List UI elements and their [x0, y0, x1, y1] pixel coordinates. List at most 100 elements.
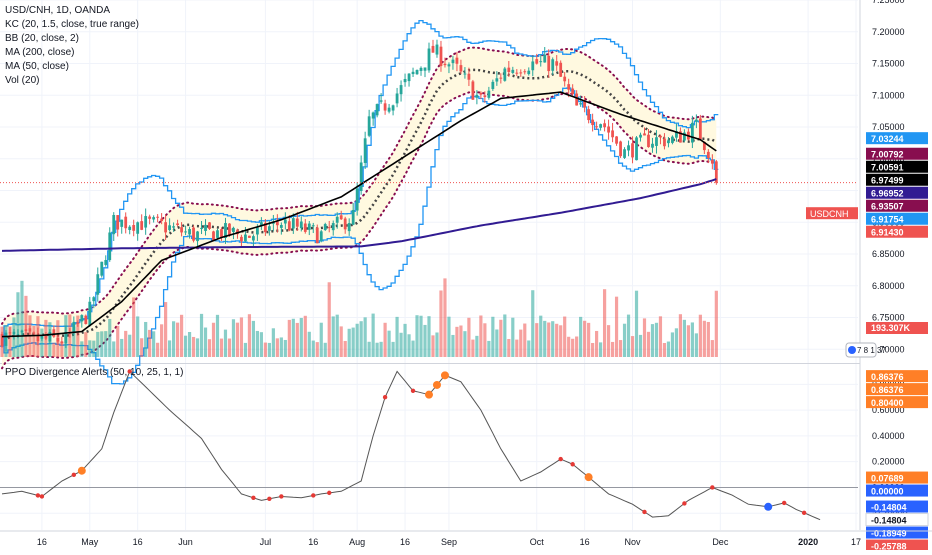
volume-bar [531, 290, 535, 357]
indicator-ma50[interactable]: MA (50, close) [5, 61, 69, 72]
candle-body [603, 123, 606, 128]
volume-bar [591, 342, 595, 357]
indicator-vol[interactable]: Vol (20) [5, 75, 39, 86]
volume-bar [363, 317, 367, 357]
volume-bar [610, 341, 615, 357]
candle-body [706, 151, 710, 159]
price-label-box [866, 132, 928, 145]
ppo-label-box [866, 500, 928, 513]
moving-averages [0, 91, 858, 338]
volume-bar [347, 328, 351, 357]
candle-body [627, 145, 630, 151]
price-label: 6.97499 [871, 176, 904, 186]
candle-body [244, 234, 247, 242]
volume-bar [622, 323, 627, 357]
indicator-ma200[interactable]: MA (200, close) [5, 47, 74, 58]
divergence-dot [127, 369, 132, 374]
candle-body [28, 328, 32, 332]
volume-bar [371, 313, 375, 357]
candle-body [407, 73, 411, 82]
candle-body [563, 76, 567, 82]
divergence-dot [410, 388, 416, 393]
divergence-dot [71, 472, 77, 478]
candle-body [232, 227, 235, 233]
volume-bar [307, 331, 311, 357]
candle-body [240, 236, 243, 242]
candle-body [327, 227, 331, 229]
volume-bar [547, 322, 551, 357]
candle-body [643, 133, 646, 136]
ppo-label: -0.18949 [871, 529, 907, 539]
candle-body [491, 81, 495, 89]
volume-bar [479, 315, 483, 357]
time-tick-label: Oct [530, 537, 545, 547]
volume-label: 193.307K [871, 323, 911, 333]
candle-body [371, 112, 375, 119]
time-axis[interactable]: 16 May 16 Jun Jul 16 Aug 16 Sep Oct 16 Nov Dec 2020 17 [0, 530, 932, 547]
volume-bar [247, 314, 252, 357]
ppo-label-box [866, 526, 928, 539]
volume-bar [96, 331, 100, 357]
bb-upper [0, 19, 719, 347]
divergence-dot [682, 501, 687, 506]
price-label: 7.03244 [871, 134, 904, 144]
volume-bar [475, 335, 479, 357]
volume-bar [223, 329, 228, 357]
volume-bar [251, 320, 256, 357]
volume-bar [710, 340, 714, 357]
candle-body [144, 216, 148, 228]
candle-body [463, 73, 467, 75]
volume-bar [387, 330, 391, 357]
volume-bar [575, 336, 579, 357]
divergence-dot [279, 494, 284, 499]
bb-lower [0, 87, 719, 385]
volume-bar [156, 342, 160, 357]
time-tick-label: Jun [178, 537, 193, 547]
scale-badge[interactable]: 7 8 1 37 [845, 342, 886, 358]
volume-bar [626, 314, 631, 357]
price-label-box [866, 199, 928, 212]
volume-bar [171, 321, 176, 357]
candle-body [619, 141, 622, 157]
candle-body [347, 223, 351, 232]
candle-body [24, 329, 28, 331]
candle-body [291, 218, 295, 229]
candle-body [690, 122, 694, 143]
price-axis[interactable]: 6.700006.750006.800006.850006.900006.950… [806, 0, 929, 552]
price-label-box [866, 212, 928, 225]
candle-body [547, 55, 551, 72]
candle-body [256, 227, 259, 235]
volume-bar [451, 334, 455, 357]
candle-body [694, 119, 698, 122]
indicator-bb[interactable]: BB (20, close, 2) [5, 33, 79, 44]
candle-body [447, 64, 451, 67]
volume-bar [367, 341, 371, 357]
time-tick-label: Jul [260, 537, 272, 547]
candle-body [451, 59, 455, 64]
divergence-dot [382, 395, 388, 400]
candle-body [80, 315, 84, 322]
volume-bar [595, 330, 599, 357]
volume-bar [403, 323, 407, 357]
indicator-kc[interactable]: KC (20, 1.5, close, true range) [5, 19, 139, 30]
candle-body [228, 223, 231, 236]
oscillator-title[interactable]: PPO Divergence Alerts (50, 10, 25, 1, 1) [5, 367, 183, 378]
volume-bar [599, 342, 603, 357]
symbol-title[interactable]: USD/CNH, 1D, OANDA [5, 5, 110, 16]
candle-body [32, 332, 36, 334]
volume-bar [618, 340, 623, 357]
candle-body [443, 63, 447, 66]
ppo-label-box [866, 383, 928, 396]
volume-bar [459, 325, 463, 357]
candle-body [16, 334, 20, 336]
volume-bar [215, 314, 220, 357]
candle-body [555, 61, 559, 66]
volume-bar [144, 321, 148, 357]
candle-body [152, 217, 156, 220]
candle-body [415, 69, 419, 75]
candle-body [551, 59, 555, 71]
volume-bar [375, 342, 379, 357]
price-tick-label: 7.10000 [872, 90, 905, 100]
divergence-dot [311, 493, 316, 498]
